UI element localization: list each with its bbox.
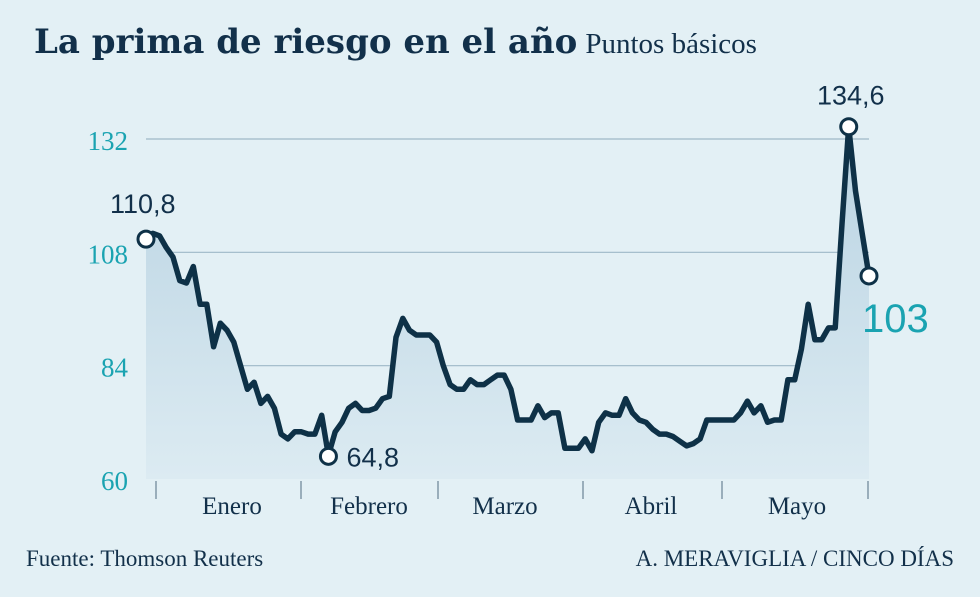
point-marker (839, 117, 859, 137)
area-fill (146, 126, 869, 479)
point-markers (136, 117, 879, 466)
source-note: Fuente: Thomson Reuters (26, 546, 264, 571)
x-axis: Enero Febrero Marzo Abril Mayo (155, 481, 869, 520)
month-label: Febrero (330, 493, 408, 520)
chart-header: La prima de riesgo en el año Puntos básic… (34, 22, 757, 62)
data-label: 110,8 (110, 189, 176, 219)
area-path (146, 126, 869, 479)
point-marker (318, 446, 338, 466)
grid-lines (146, 138, 869, 367)
y-tick-label: 132 (88, 126, 129, 156)
month-label: Abril (625, 493, 678, 520)
chart-title: La prima de riesgo en el año (34, 22, 578, 62)
y-axis-tick-labels: 60 84 108 132 (88, 126, 129, 496)
month-label: Marzo (472, 493, 537, 520)
point-marker (136, 229, 156, 249)
series-line-layer (143, 123, 872, 459)
y-tick-label: 60 (101, 466, 128, 496)
y-tick-label: 108 (88, 239, 129, 269)
month-label: Mayo (768, 493, 826, 520)
series-line (143, 123, 872, 459)
data-label: 64,8 (346, 442, 399, 472)
month-label: Enero (202, 493, 262, 520)
data-label: 134,6 (817, 81, 885, 111)
y-tick-label: 84 (101, 353, 129, 383)
point-marker (859, 266, 879, 286)
chart-subtitle: Puntos básicos (585, 28, 757, 60)
credit-note: A. MERAVIGLIA / CINCO DÍAS (635, 546, 954, 571)
data-label: 103 (862, 297, 929, 341)
data-labels: 110,8 64,8 134,6 103 (110, 81, 929, 473)
